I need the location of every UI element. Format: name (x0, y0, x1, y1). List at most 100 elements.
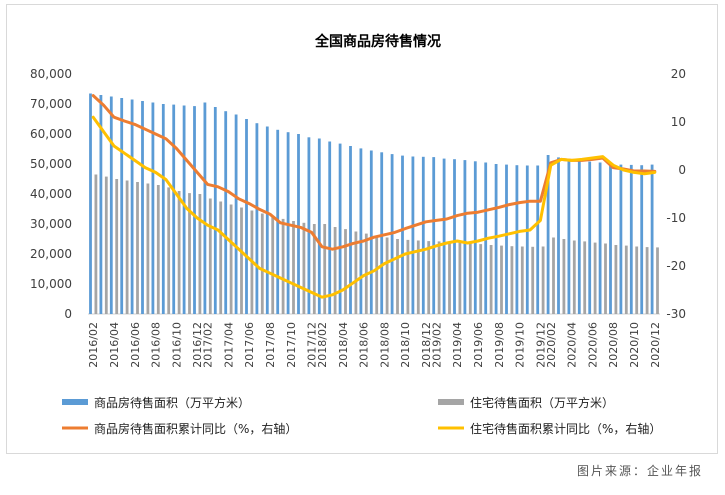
bar-residential (146, 183, 150, 314)
bar-residential (437, 241, 441, 314)
bar-commercial (307, 137, 311, 314)
line-commercial-yoy (91, 94, 657, 251)
bar-series (89, 93, 659, 314)
x-tick-label: 2020/12 (649, 322, 662, 368)
x-tick-label: 2016/02 (87, 322, 100, 368)
x-axis: 2016/02 2016/04 2016/06 2016/08 2016/10 2016/… (87, 322, 662, 368)
left-axis-tick-label: 50,000 (30, 157, 72, 171)
bar-residential (177, 191, 181, 314)
bar-commercial (650, 164, 654, 314)
bar-commercial (577, 161, 581, 314)
bar-commercial (619, 164, 623, 314)
bar-residential (229, 204, 233, 314)
bar-commercial (401, 155, 404, 314)
bar-residential (333, 227, 337, 314)
bar-commercial (224, 111, 228, 314)
bar-commercial (120, 98, 124, 314)
bar-residential (125, 180, 129, 314)
bar-commercial (130, 99, 134, 314)
bar-residential (323, 224, 327, 314)
bar-residential (604, 243, 607, 314)
bar-residential (448, 242, 451, 314)
bar-residential (593, 242, 597, 314)
x-tick-label: 2019/06 (472, 322, 485, 368)
bar-residential (645, 247, 649, 314)
bar-commercial (515, 165, 519, 314)
x-tick-label: 2016/08 (150, 322, 163, 368)
bar-residential (188, 193, 191, 314)
bar-commercial (546, 155, 550, 314)
x-tick-label: 2019/02 (430, 322, 443, 368)
bar-residential (302, 222, 306, 314)
bar-commercial (338, 143, 342, 314)
legend-label: 商品房待售面积累计同比（%，右轴） (94, 421, 297, 436)
right-axis-tick-label: 0 (678, 163, 686, 177)
x-tick-label: 2020/10 (628, 322, 641, 368)
x-tick-label: 2016/04 (108, 322, 121, 368)
bar-residential (583, 241, 587, 314)
bar-residential (656, 247, 659, 314)
left-axis-tick-label: 80,000 (30, 67, 72, 81)
bar-residential (541, 246, 545, 314)
bar-commercial (567, 159, 571, 314)
bar-residential (635, 246, 639, 314)
chart-title: 全国商品房待售情况 (314, 33, 441, 50)
bar-residential (562, 239, 566, 314)
x-tick-label: 2017/08 (264, 322, 277, 368)
right-axis-tick-label: -20 (666, 259, 686, 273)
x-tick-label: 2018/12 (420, 322, 433, 368)
x-tick-label: 2016/06 (129, 322, 142, 368)
left-axis-tick-label: 0 (64, 307, 72, 321)
bar-commercial (255, 123, 259, 314)
bar-residential (416, 240, 420, 314)
bar-residential (396, 239, 399, 314)
left-axis-tick-label: 70,000 (30, 97, 72, 111)
right-axis-tick-label: 20 (671, 67, 686, 81)
bar-commercial (328, 141, 332, 314)
bar-residential (94, 174, 98, 314)
bar-residential (468, 243, 472, 314)
legend-swatch (62, 399, 88, 405)
x-tick-label: 2019/10 (514, 322, 527, 368)
x-tick-label: 2018/08 (378, 322, 391, 368)
bar-commercial (297, 134, 300, 314)
bar-residential (458, 242, 462, 314)
bar-commercial (349, 146, 352, 314)
legend-label: 住宅待售面积（万平方米） (470, 395, 614, 410)
bar-residential (344, 229, 347, 314)
legend-label: 商品房待售面积（万平方米） (94, 395, 250, 410)
bar-commercial (193, 106, 196, 314)
bar-commercial (598, 162, 602, 314)
bar-commercial (172, 104, 176, 314)
bar-commercial (629, 164, 633, 314)
bar-residential (260, 213, 264, 314)
bar-residential (552, 237, 555, 314)
bar-residential (271, 216, 275, 314)
bar-residential (520, 246, 524, 314)
bar-commercial (109, 96, 113, 314)
x-tick-label: 2019/08 (493, 322, 506, 368)
bar-commercial (359, 148, 363, 314)
bar-commercial (89, 93, 92, 314)
bar-commercial (557, 157, 560, 314)
bar-residential (427, 241, 431, 314)
bar-residential (572, 240, 576, 314)
right-axis-tick-label: -30 (666, 307, 686, 321)
bar-residential (167, 187, 171, 314)
left-axis-tick-label: 60,000 (30, 127, 72, 141)
x-tick-label: 2016/10 (170, 322, 183, 368)
bar-commercial (380, 152, 384, 314)
bar-residential (292, 221, 295, 314)
right-axis: -30 -20 -10 0 10 20 (666, 67, 686, 321)
x-tick-label: 2018/02 (316, 322, 329, 368)
bar-commercial (151, 102, 155, 314)
bar-commercial (411, 156, 415, 314)
x-tick-label: 2018/10 (399, 322, 412, 368)
bar-commercial (213, 107, 217, 314)
x-tick-label: 2017/10 (285, 322, 298, 368)
bar-commercial (442, 158, 446, 314)
bar-residential (624, 245, 628, 314)
legend: 商品房待售面积（万平方米） 住宅待售面积（万平方米） 商品房待售面积累计同比（%，右… (62, 395, 661, 436)
bar-commercial (432, 157, 436, 314)
line-series (91, 94, 657, 299)
